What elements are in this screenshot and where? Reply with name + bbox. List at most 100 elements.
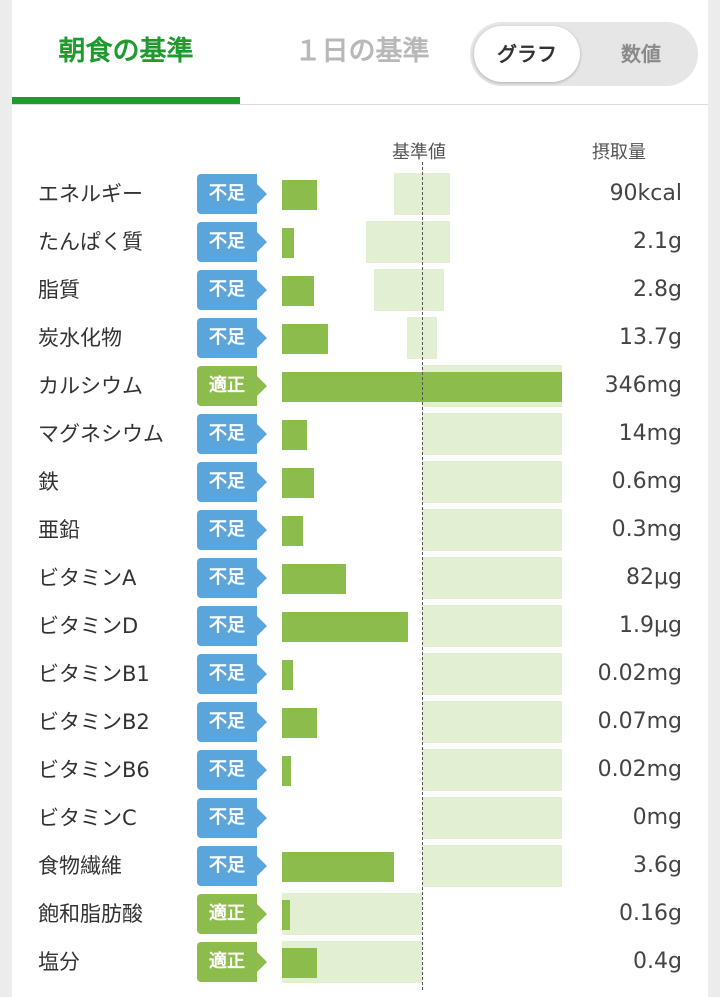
intake-bar bbox=[282, 756, 292, 786]
standard-range-bar bbox=[422, 605, 562, 647]
nutrient-name: 炭水化物 bbox=[38, 326, 122, 350]
nutrient-name: ビタミンC bbox=[38, 806, 137, 830]
standard-range-bar bbox=[422, 797, 562, 839]
standard-range-bar bbox=[422, 701, 562, 743]
status-badge: 不足 bbox=[197, 846, 267, 886]
intake-value: 82μg bbox=[626, 565, 682, 590]
nutrient-name: 脂質 bbox=[38, 278, 80, 302]
nutrient-name: マグネシウム bbox=[38, 422, 164, 446]
standard-column-header: 基準値 bbox=[392, 142, 446, 163]
intake-value: 0.07mg bbox=[597, 709, 682, 734]
standard-range-bar bbox=[422, 749, 562, 791]
toggle-numeric-option[interactable]: 数値 bbox=[621, 42, 661, 66]
standard-range-bar bbox=[422, 557, 562, 599]
intake-bar bbox=[282, 228, 295, 258]
intake-value: 0mg bbox=[632, 805, 682, 830]
nutrient-row: ビタミンB2 不足 0.07mg bbox=[12, 698, 708, 746]
tab-breakfast-standard[interactable]: 朝食の基準 bbox=[58, 36, 194, 67]
toggle-graph-option[interactable]: グラフ bbox=[474, 26, 580, 82]
nutrient-row: マグネシウム 不足 14mg bbox=[12, 410, 708, 458]
intake-bar bbox=[282, 708, 317, 738]
nutrient-row: 塩分 適正 0.4g bbox=[12, 938, 708, 986]
status-badge: 適正 bbox=[197, 942, 267, 982]
intake-bar bbox=[282, 324, 329, 354]
nutrient-row: たんぱく質 不足 2.1g bbox=[12, 218, 708, 266]
nutrient-name: たんぱく質 bbox=[38, 230, 143, 254]
nutrient-row: 食物繊維 不足 3.6g bbox=[12, 842, 708, 890]
intake-value: 2.1g bbox=[633, 229, 682, 254]
status-badge: 不足 bbox=[197, 222, 267, 262]
active-tab-indicator bbox=[12, 97, 240, 104]
status-badge: 不足 bbox=[197, 414, 267, 454]
nutrient-row: ビタミンA 不足 82μg bbox=[12, 554, 708, 602]
status-badge: 適正 bbox=[197, 894, 267, 934]
nutrient-name: 亜鉛 bbox=[38, 518, 80, 542]
nutrient-row: 飽和脂肪酸 適正 0.16g bbox=[12, 890, 708, 938]
status-badge-label: 不足 bbox=[209, 759, 245, 780]
intake-value: 0.16g bbox=[619, 901, 682, 926]
status-badge-label: 不足 bbox=[209, 615, 245, 636]
status-badge: 不足 bbox=[197, 702, 267, 742]
nutrient-name: ビタミンB6 bbox=[38, 758, 150, 782]
intake-bar bbox=[282, 276, 315, 306]
nutrient-row: 炭水化物 不足 13.7g bbox=[12, 314, 708, 362]
intake-value: 0.3mg bbox=[611, 517, 682, 542]
status-badge-label: 適正 bbox=[209, 375, 245, 396]
intake-bar bbox=[282, 900, 291, 930]
standard-range-bar bbox=[406, 317, 438, 359]
intake-bar bbox=[282, 852, 394, 882]
status-badge-label: 適正 bbox=[209, 951, 245, 972]
standard-range-bar bbox=[374, 269, 445, 311]
nutrient-name: ビタミンA bbox=[38, 566, 137, 590]
nutrient-name: 塩分 bbox=[38, 950, 80, 974]
nutrient-row: ビタミンD 不足 1.9μg bbox=[12, 602, 708, 650]
status-badge-label: 適正 bbox=[209, 903, 245, 924]
status-badge-label: 不足 bbox=[209, 423, 245, 444]
intake-column-header: 摂取量 bbox=[592, 142, 646, 163]
standard-range-bar bbox=[422, 653, 562, 695]
status-badge-label: 不足 bbox=[209, 567, 245, 588]
nutrient-row: 亜鉛 不足 0.3mg bbox=[12, 506, 708, 554]
intake-bar bbox=[282, 948, 317, 978]
status-badge-label: 不足 bbox=[209, 183, 245, 204]
status-badge-label: 不足 bbox=[209, 807, 245, 828]
standard-range-bar bbox=[422, 509, 562, 551]
status-badge-label: 不足 bbox=[209, 231, 245, 252]
intake-value: 0.02mg bbox=[597, 757, 682, 782]
standard-range-bar bbox=[422, 461, 562, 503]
status-badge-label: 不足 bbox=[209, 711, 245, 732]
tab-daily-standard[interactable]: １日の基準 bbox=[294, 36, 430, 67]
intake-bar bbox=[282, 564, 347, 594]
status-badge: 不足 bbox=[197, 462, 267, 502]
status-badge: 適正 bbox=[197, 366, 267, 406]
status-badge-label: 不足 bbox=[209, 519, 245, 540]
intake-value: 0.6mg bbox=[611, 469, 682, 494]
status-badge: 不足 bbox=[197, 318, 267, 358]
status-badge: 不足 bbox=[197, 654, 267, 694]
intake-bar bbox=[282, 612, 408, 642]
nutrient-row: ビタミンB1 不足 0.02mg bbox=[12, 650, 708, 698]
nutrient-name: エネルギー bbox=[38, 182, 143, 206]
standard-range-bar bbox=[422, 845, 562, 887]
nutrient-name: ビタミンB1 bbox=[38, 662, 150, 686]
tab-bar: 朝食の基準 １日の基準 グラフ 数値 bbox=[12, 0, 708, 105]
status-badge: 不足 bbox=[197, 270, 267, 310]
intake-bar bbox=[282, 468, 315, 498]
intake-value: 1.9μg bbox=[619, 613, 682, 638]
nutrient-name: カルシウム bbox=[38, 374, 143, 398]
status-badge-label: 不足 bbox=[209, 855, 245, 876]
nutrient-row: エネルギー 不足 90kcal bbox=[12, 170, 708, 218]
standard-range-bar bbox=[422, 413, 562, 455]
nutrient-row: カルシウム 適正 346mg bbox=[12, 362, 708, 410]
standard-range-bar bbox=[282, 893, 422, 935]
nutrient-name: 飽和脂肪酸 bbox=[38, 902, 143, 926]
intake-value: 2.8g bbox=[633, 277, 682, 302]
intake-bar bbox=[282, 516, 303, 546]
status-badge: 不足 bbox=[197, 750, 267, 790]
intake-value: 346mg bbox=[604, 373, 682, 398]
standard-range-bar bbox=[366, 221, 450, 263]
status-badge: 不足 bbox=[197, 174, 267, 214]
view-toggle: グラフ 数値 bbox=[470, 22, 698, 86]
nutrient-name: ビタミンD bbox=[38, 614, 139, 638]
intake-value: 0.02mg bbox=[597, 661, 682, 686]
